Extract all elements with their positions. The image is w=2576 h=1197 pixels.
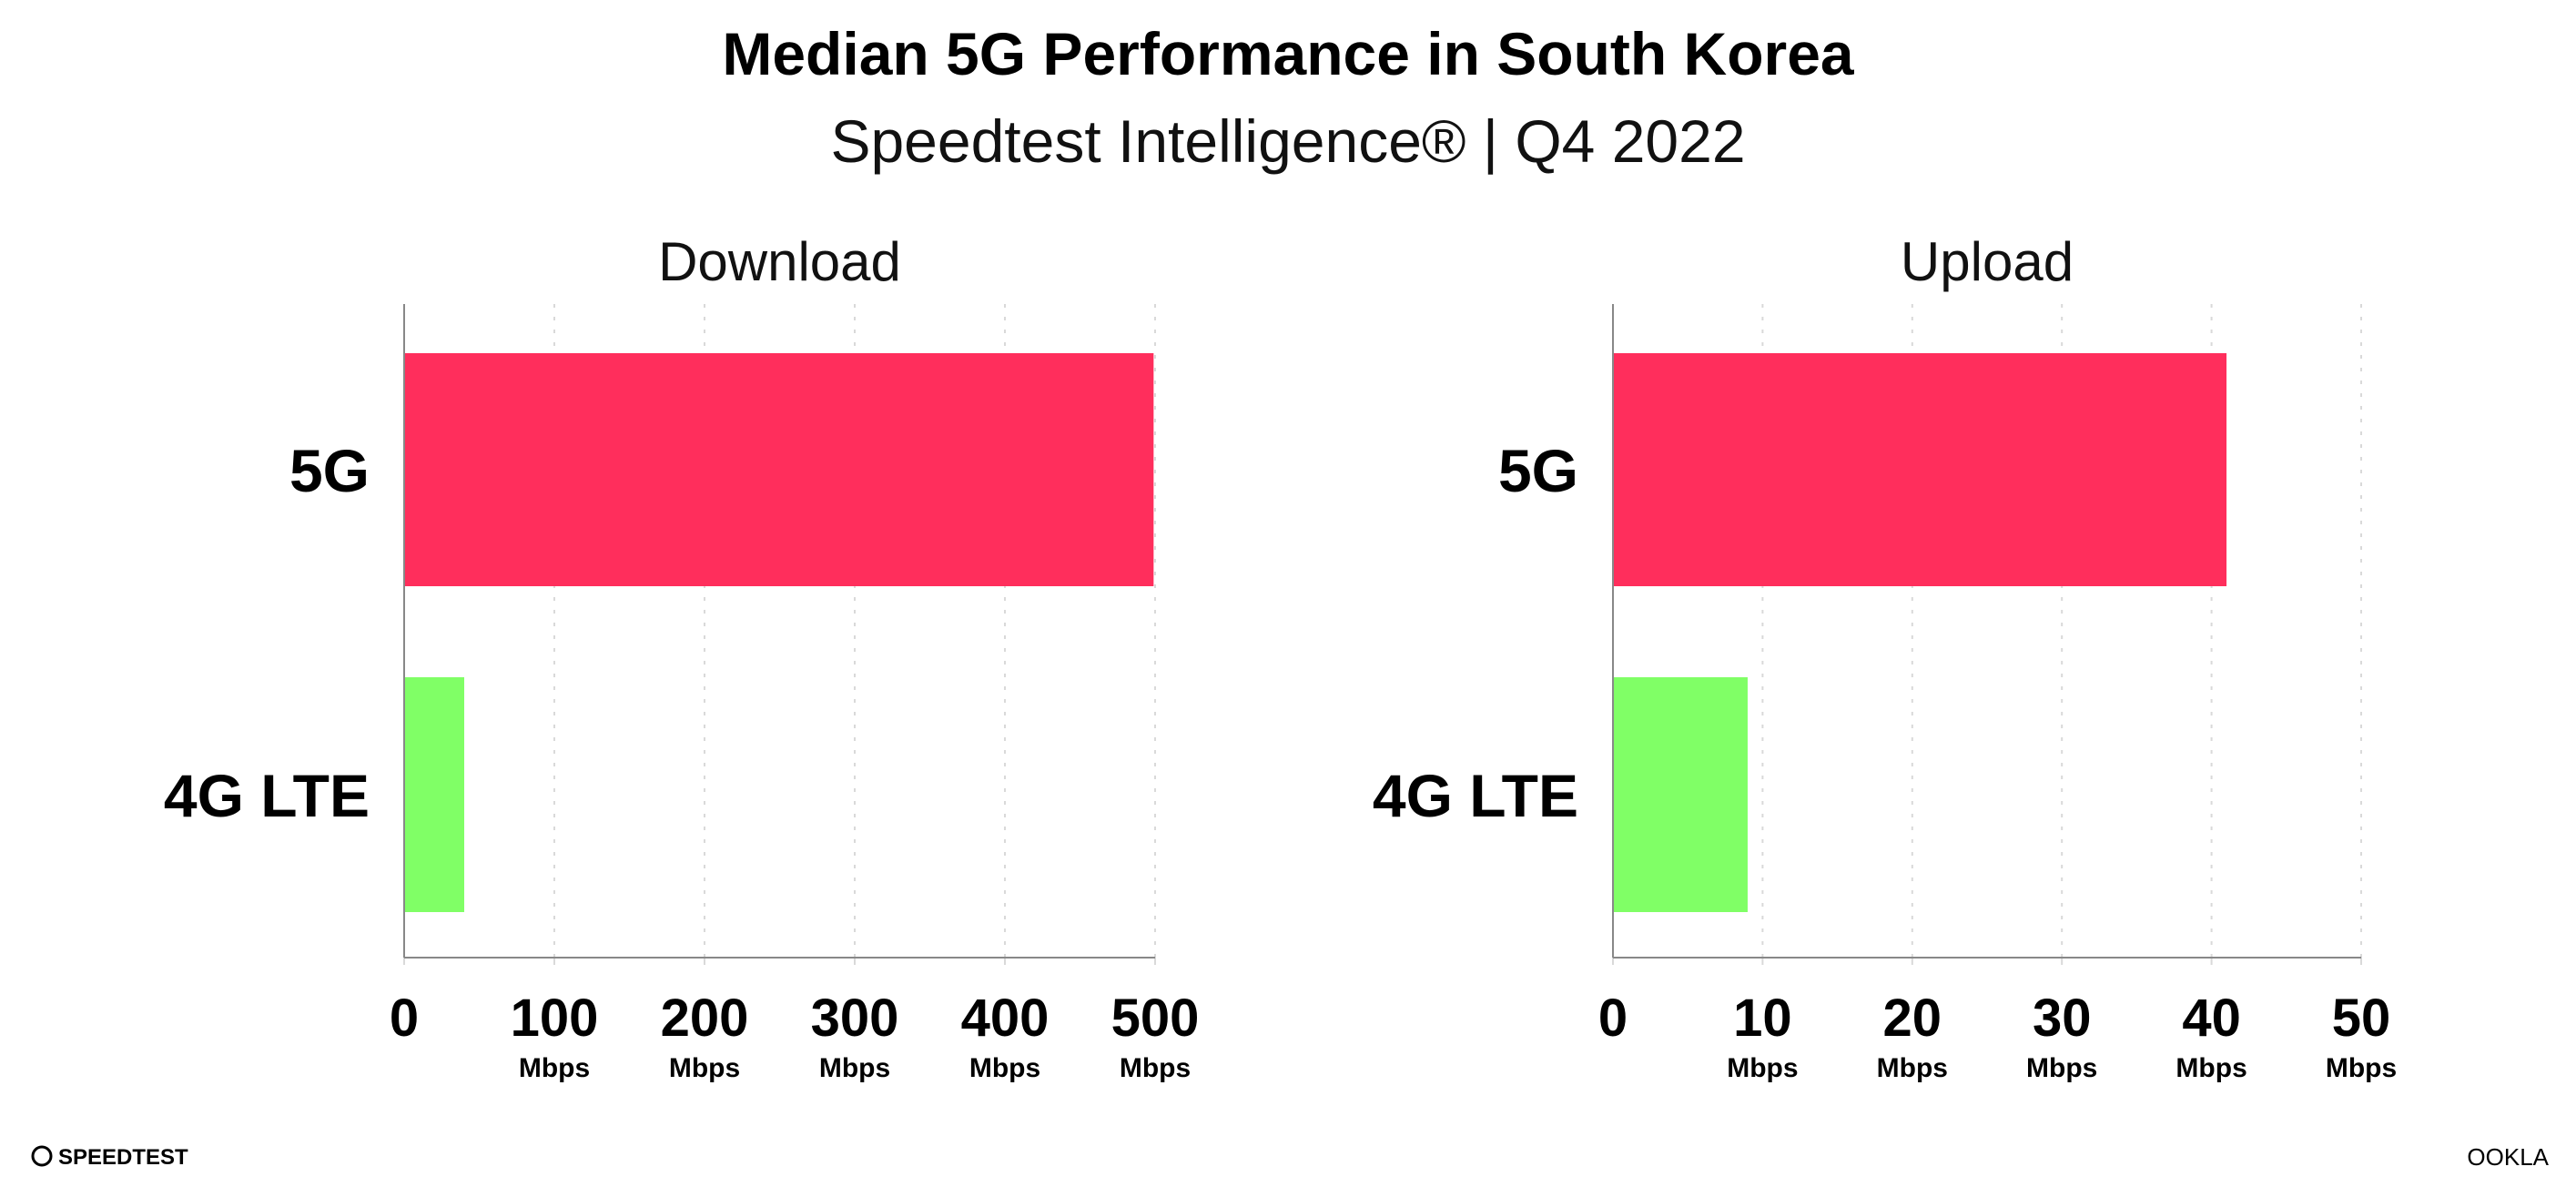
bar-5g [1613, 353, 2227, 586]
panel-download: Download 0 100 Mbps 200 Mbps 300 Mbps 400 Mbps 500… [164, 231, 1200, 1083]
tick-label: 500 [1111, 989, 1200, 1048]
tick-label: 0 [390, 989, 419, 1048]
tick-label: 20 [1883, 989, 1942, 1048]
tick-label: 10 [1733, 989, 1792, 1048]
bar-5g [404, 353, 1154, 586]
tick-label: 400 [961, 989, 1050, 1048]
bar-4g-lte [1613, 677, 1748, 912]
category-label: 5G [1498, 437, 1578, 504]
tick-unit: Mbps [1727, 1053, 1798, 1083]
tick-label: 300 [811, 989, 899, 1048]
chart-subtitle: Speedtest Intelligence® | Q4 2022 [830, 107, 1745, 175]
tick-label: 100 [511, 989, 599, 1048]
bar-4g-lte [404, 677, 464, 912]
category-label: 4G LTE [1373, 762, 1578, 829]
tick-unit: Mbps [2026, 1053, 2097, 1083]
category-label: 5G [289, 437, 370, 504]
tick-unit: Mbps [1877, 1053, 1948, 1083]
panel-title: Download [658, 231, 901, 292]
tick-label: 200 [661, 989, 749, 1048]
chart-title: Median 5G Performance in South Korea [722, 20, 1855, 87]
panel-upload: Upload 0 10 Mbps 20 Mbps 30 Mbps 40 Mbps 50 Mbps 5G 4… [1373, 231, 2397, 1083]
ookla-logo: OOKLA [2467, 1143, 2549, 1171]
category-label: 4G LTE [164, 762, 370, 829]
tick-unit: Mbps [2326, 1053, 2397, 1083]
tick-label: 30 [2033, 989, 2092, 1048]
tick-unit: Mbps [669, 1053, 740, 1083]
speedtest-logo-text: SPEEDTEST [58, 1145, 188, 1170]
tick-unit: Mbps [2175, 1053, 2246, 1083]
tick-label: 50 [2332, 989, 2391, 1048]
panel-title: Upload [1901, 231, 2074, 292]
tick-unit: Mbps [1120, 1053, 1191, 1083]
speedtest-logo: SPEEDTEST [31, 1145, 188, 1170]
tick-unit: Mbps [519, 1053, 590, 1083]
speedtest-gauge-icon [31, 1145, 53, 1167]
tick-unit: Mbps [819, 1053, 890, 1083]
tick-unit: Mbps [969, 1053, 1040, 1083]
tick-label: 0 [1598, 989, 1628, 1048]
tick-label: 40 [2182, 989, 2241, 1048]
